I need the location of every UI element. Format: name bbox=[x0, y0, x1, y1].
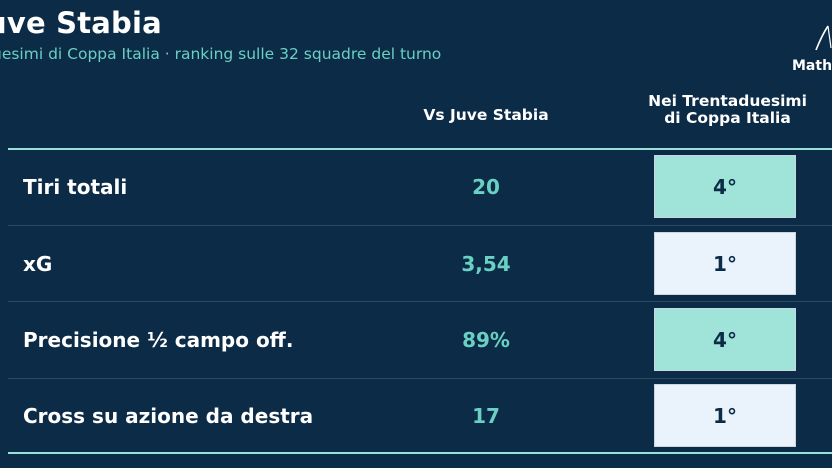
row-label: Cross su azione da destra bbox=[23, 404, 314, 428]
table-row: Tiri totali 20 4° bbox=[0, 149, 832, 225]
row-value: 20 bbox=[472, 175, 500, 199]
row-label: xG bbox=[23, 252, 53, 276]
table-row: Cross su azione da destra 17 1° bbox=[0, 378, 832, 454]
page-subtitle: uesimi di Coppa Italia · ranking sulle 3… bbox=[0, 45, 442, 63]
rank-badge: 1° bbox=[654, 384, 796, 447]
table-row: Precisione ½ campo off. 89% 4° bbox=[0, 302, 832, 378]
row-divider bbox=[8, 378, 832, 379]
brand-logo: Math bbox=[792, 24, 832, 79]
table-row: xG 3,54 1° bbox=[0, 226, 832, 302]
row-label: Precisione ½ campo off. bbox=[23, 328, 294, 352]
column-header-rank-line2: di Coppa Italia bbox=[664, 109, 791, 127]
row-divider bbox=[8, 225, 832, 226]
rank-badge: 4° bbox=[654, 308, 796, 371]
column-header-vs: Vs Juve Stabia bbox=[423, 106, 549, 124]
logo-mark-icon bbox=[815, 25, 832, 51]
row-label: Tiri totali bbox=[23, 175, 128, 199]
row-divider bbox=[8, 301, 832, 302]
row-value: 89% bbox=[462, 328, 510, 352]
table-top-rule bbox=[8, 148, 832, 150]
column-header-rank-line1: Nei Trentaduesimi bbox=[648, 92, 807, 110]
rank-badge: 1° bbox=[654, 232, 796, 295]
column-header-rank: Nei Trentaduesimi di Coppa Italia bbox=[625, 93, 830, 127]
page-title: uve Stabia bbox=[0, 6, 162, 40]
table-bottom-rule bbox=[8, 452, 832, 454]
row-value: 3,54 bbox=[461, 252, 511, 276]
row-value: 17 bbox=[472, 404, 500, 428]
rank-badge: 4° bbox=[654, 155, 796, 218]
logo-text: Math bbox=[792, 58, 832, 74]
